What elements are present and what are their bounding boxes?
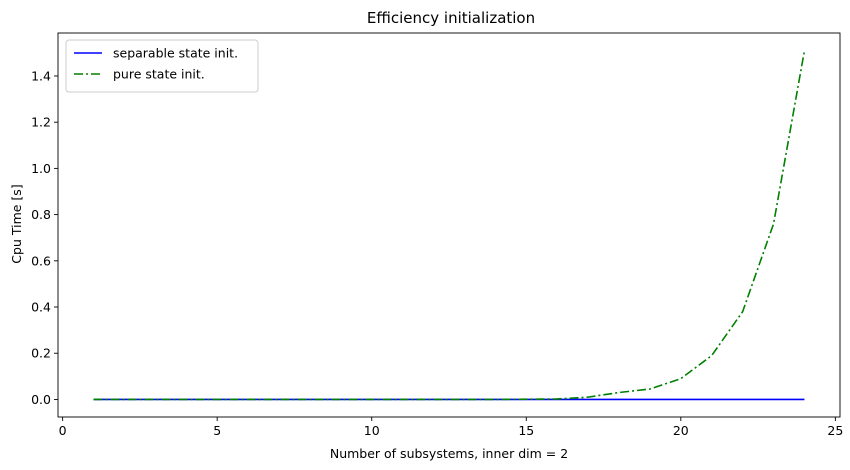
legend-label: separable state init. <box>113 46 238 61</box>
legend: separable state init. pure state init. <box>65 39 259 93</box>
y-tick-label: 0.0 <box>31 392 51 407</box>
chart-title: Efficiency initialization <box>367 9 535 27</box>
y-axis-label: Cpu Time [s] <box>9 184 24 263</box>
legend-box <box>65 39 259 93</box>
x-tick-label: 20 <box>673 423 689 438</box>
y-tick-label: 0.8 <box>31 207 51 222</box>
x-tick-label: 0 <box>59 423 67 438</box>
y-tick-label: 1.2 <box>31 115 51 130</box>
plot-area: 0 5 10 15 20 25 0.0 0.2 0.4 0.6 0.8 1.0 1.2 1.4 separa… <box>31 32 843 438</box>
x-tick-label: 15 <box>518 423 534 438</box>
x-tick-label: 25 <box>827 423 843 438</box>
y-tick-label: 0.2 <box>31 346 51 361</box>
plot-frame <box>57 32 841 418</box>
y-tick-label: 0.4 <box>31 300 51 315</box>
series-line-2 <box>93 50 806 401</box>
x-tick-label: 5 <box>213 423 221 438</box>
y-tick-label: 1.0 <box>31 161 51 176</box>
y-tick-label: 0.6 <box>31 253 51 268</box>
x-axis-label: Number of subsystems, inner dim = 2 <box>330 446 568 461</box>
y-tick-label: 1.4 <box>31 68 51 83</box>
x-tick-label: 10 <box>364 423 380 438</box>
legend-label: pure state init. <box>113 67 205 82</box>
